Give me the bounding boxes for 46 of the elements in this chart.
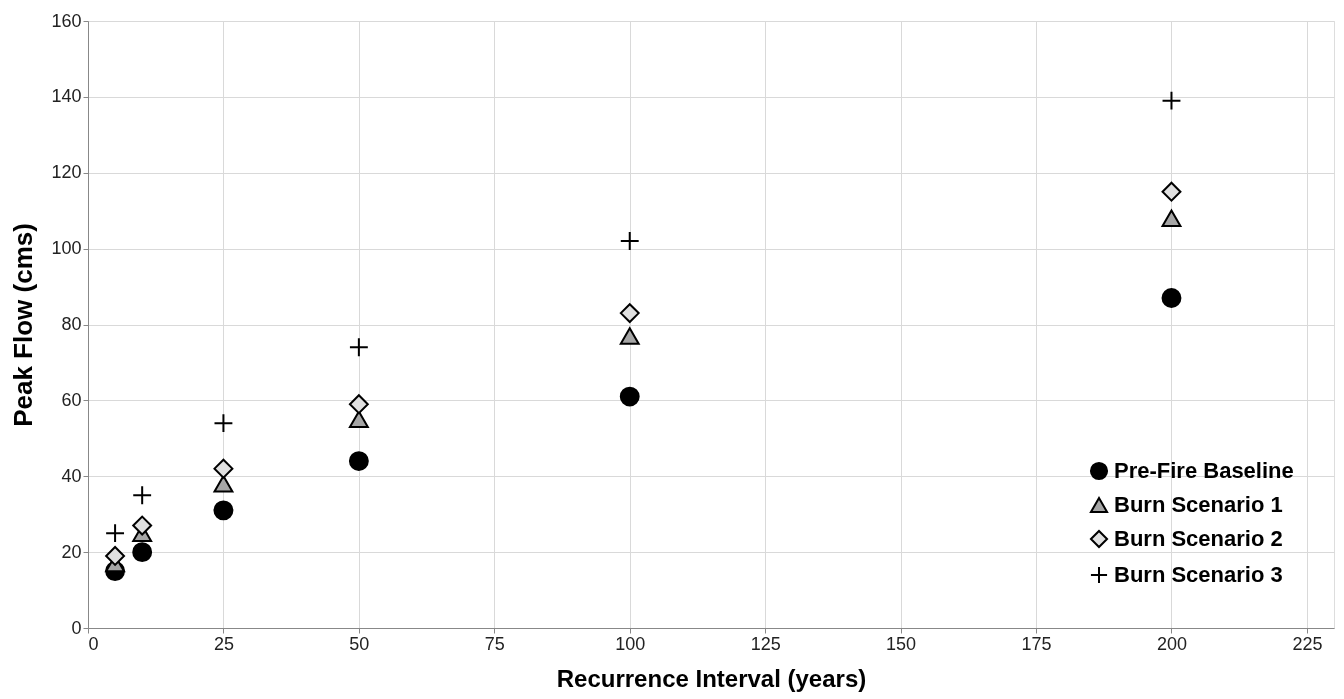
point <box>132 542 153 563</box>
x-tick-label: 225 <box>1292 633 1323 654</box>
x-tick-label: 25 <box>213 633 234 654</box>
point <box>1161 288 1182 308</box>
y-tick-label: 40 <box>61 465 82 486</box>
point <box>1161 209 1182 228</box>
x-tick-label: 175 <box>1021 633 1052 654</box>
y-axis-title: Peak Flow (cms) <box>8 223 39 427</box>
y-tick-label: 80 <box>61 314 82 334</box>
point <box>213 500 234 521</box>
point <box>213 413 234 434</box>
point <box>619 386 640 407</box>
legend-label: Pre-Fire Baseline <box>1114 458 1294 483</box>
point <box>619 327 640 345</box>
point <box>1161 90 1182 111</box>
legend-label: Burn Scenario 1 <box>1114 492 1283 517</box>
point <box>105 545 126 566</box>
y-tick-label: 60 <box>61 389 82 410</box>
point <box>132 515 153 536</box>
x-tick-label: 100 <box>615 633 646 654</box>
point <box>213 458 234 479</box>
point <box>213 475 234 493</box>
x-tick-label: 125 <box>750 633 781 654</box>
point <box>619 231 640 251</box>
point <box>132 485 153 506</box>
legend-label: Burn Scenario 3 <box>1114 562 1283 587</box>
y-tick-label: 140 <box>51 86 82 107</box>
point <box>619 303 640 324</box>
x-tick-label: 200 <box>1156 633 1187 654</box>
x-tick-label: 75 <box>484 633 505 654</box>
x-tick-label: 50 <box>349 633 370 654</box>
x-tick-label: 150 <box>886 633 917 654</box>
y-tick-label: 100 <box>51 238 82 259</box>
y-tick-label: 120 <box>51 162 82 183</box>
x-axis-title: Recurrence Interval (years) <box>556 664 867 692</box>
point <box>348 410 369 429</box>
point <box>105 523 126 544</box>
point <box>348 337 369 358</box>
point <box>348 451 369 471</box>
point <box>348 394 369 415</box>
point <box>1161 181 1182 202</box>
y-tick-label: 20 <box>61 541 82 562</box>
y-tick-label: 160 <box>51 10 82 31</box>
x-tick-label: 0 <box>88 633 99 654</box>
legend-label: Burn Scenario 2 <box>1114 526 1283 551</box>
y-tick-label: 0 <box>71 617 82 638</box>
